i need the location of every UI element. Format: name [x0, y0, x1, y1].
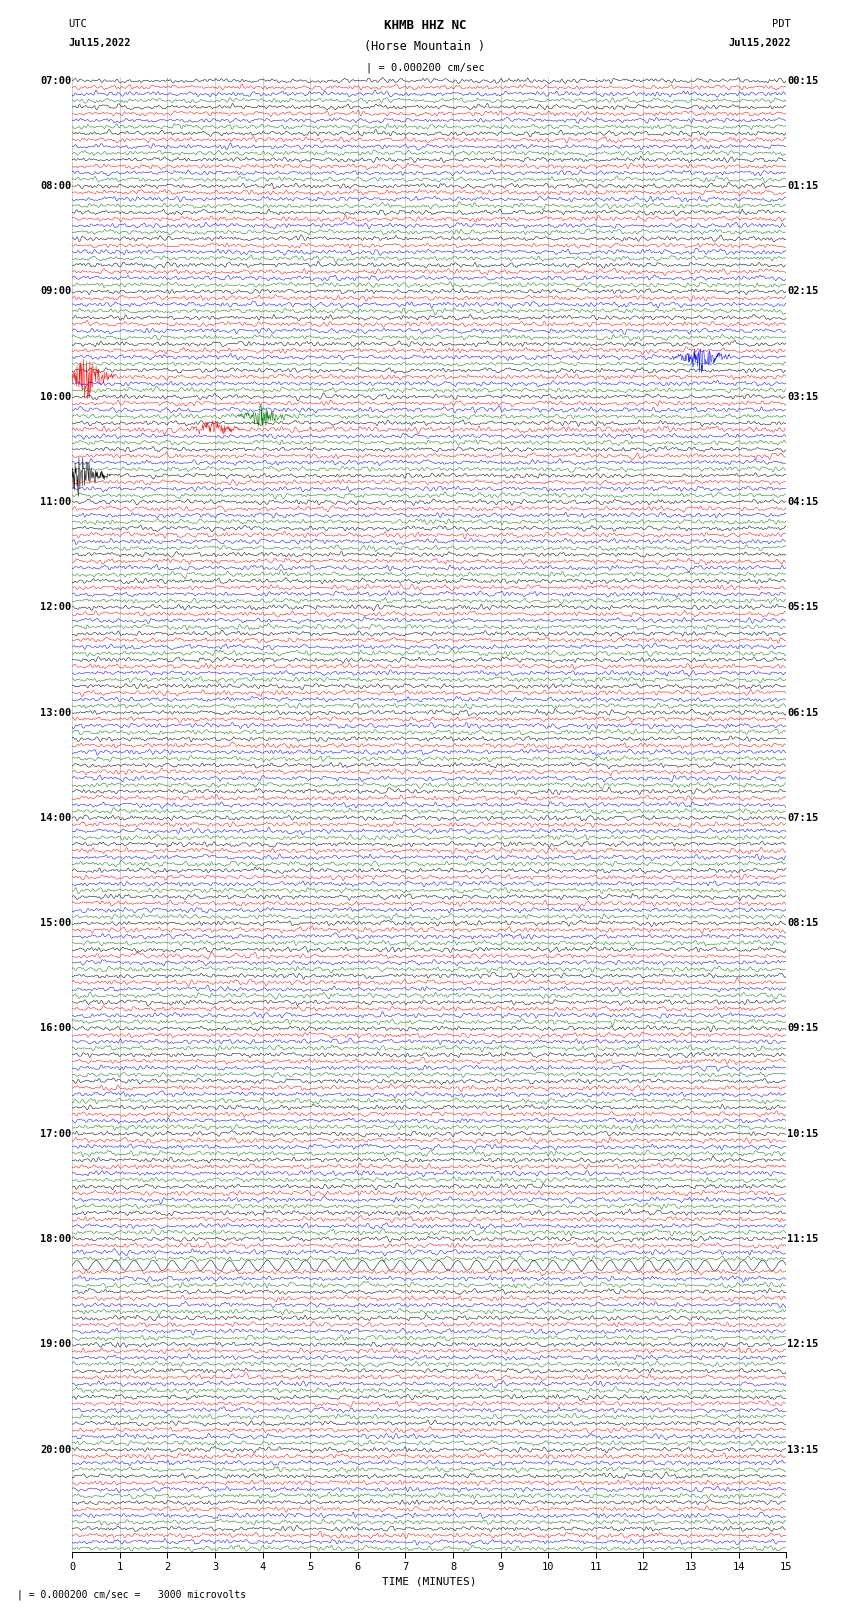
Text: 07:15: 07:15 [787, 813, 819, 823]
Text: | = 0.000200 cm/sec: | = 0.000200 cm/sec [366, 61, 484, 73]
Text: PDT: PDT [772, 19, 791, 29]
Text: 14:00: 14:00 [40, 813, 71, 823]
Text: | = 0.000200 cm/sec =   3000 microvolts: | = 0.000200 cm/sec = 3000 microvolts [17, 1589, 246, 1600]
Text: 12:00: 12:00 [40, 602, 71, 613]
Text: UTC: UTC [68, 19, 87, 29]
Text: 20:00: 20:00 [40, 1445, 71, 1455]
Text: 13:00: 13:00 [40, 708, 71, 718]
Text: 09:15: 09:15 [787, 1024, 819, 1034]
Text: 01:15: 01:15 [787, 181, 819, 190]
Text: KHMB HHZ NC: KHMB HHZ NC [383, 19, 467, 32]
Text: 05:15: 05:15 [787, 602, 819, 613]
Text: 04:15: 04:15 [787, 497, 819, 506]
Text: 18:00: 18:00 [40, 1234, 71, 1244]
Text: 03:15: 03:15 [787, 392, 819, 402]
Text: 08:15: 08:15 [787, 918, 819, 927]
Text: 11:00: 11:00 [40, 497, 71, 506]
Text: 12:15: 12:15 [787, 1339, 819, 1350]
Text: (Horse Mountain ): (Horse Mountain ) [365, 40, 485, 53]
Text: 00:15: 00:15 [787, 76, 819, 85]
Text: 15:00: 15:00 [40, 918, 71, 927]
Text: 19:00: 19:00 [40, 1339, 71, 1350]
Text: 07:00: 07:00 [40, 76, 71, 85]
Text: 08:00: 08:00 [40, 181, 71, 190]
Text: 11:15: 11:15 [787, 1234, 819, 1244]
Text: Jul15,2022: Jul15,2022 [728, 39, 791, 48]
Text: 10:00: 10:00 [40, 392, 71, 402]
Text: 17:00: 17:00 [40, 1129, 71, 1139]
Text: 10:15: 10:15 [787, 1129, 819, 1139]
X-axis label: TIME (MINUTES): TIME (MINUTES) [382, 1576, 477, 1586]
Text: 06:15: 06:15 [787, 708, 819, 718]
Text: 16:00: 16:00 [40, 1024, 71, 1034]
Text: Jul15,2022: Jul15,2022 [68, 39, 131, 48]
Text: 02:15: 02:15 [787, 287, 819, 297]
Text: 09:00: 09:00 [40, 287, 71, 297]
Text: 13:15: 13:15 [787, 1445, 819, 1455]
